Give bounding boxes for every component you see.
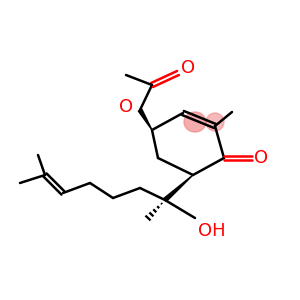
Polygon shape [164, 175, 193, 202]
Text: O: O [181, 59, 195, 77]
Ellipse shape [206, 113, 224, 131]
Ellipse shape [184, 112, 206, 132]
Text: O: O [119, 98, 133, 116]
Polygon shape [138, 109, 152, 130]
Text: O: O [254, 149, 268, 167]
Text: OH: OH [198, 222, 226, 240]
